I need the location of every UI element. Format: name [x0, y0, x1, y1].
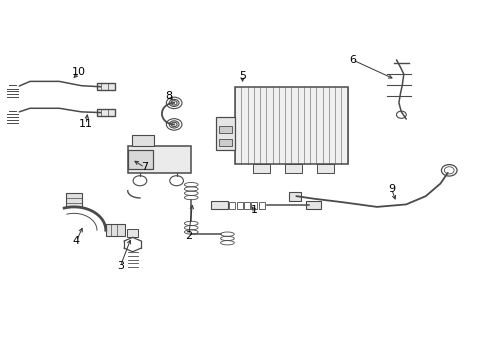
Bar: [219, 139, 232, 146]
Bar: [106, 225, 125, 236]
Text: 10: 10: [72, 67, 86, 77]
Text: 2: 2: [185, 231, 193, 240]
Text: 6: 6: [349, 55, 356, 65]
Bar: [97, 109, 115, 116]
Bar: [306, 201, 321, 210]
Bar: [132, 135, 154, 146]
Text: 3: 3: [117, 261, 124, 271]
Text: 5: 5: [239, 71, 246, 81]
Bar: [237, 202, 243, 209]
Bar: [289, 192, 301, 201]
Text: 8: 8: [166, 91, 173, 101]
Bar: [235, 87, 347, 164]
Bar: [251, 202, 257, 209]
Bar: [216, 117, 235, 149]
Bar: [317, 164, 334, 173]
Text: 7: 7: [141, 162, 148, 172]
Bar: [127, 229, 139, 237]
Text: 9: 9: [388, 184, 395, 194]
Bar: [128, 149, 153, 169]
Bar: [253, 164, 270, 173]
Bar: [211, 201, 228, 210]
Bar: [229, 202, 235, 209]
Text: 4: 4: [73, 236, 80, 246]
Bar: [66, 193, 82, 207]
Bar: [244, 202, 250, 209]
Text: 1: 1: [251, 206, 258, 216]
Bar: [285, 164, 302, 173]
Text: 11: 11: [79, 120, 93, 129]
Bar: [259, 202, 265, 209]
Bar: [128, 146, 191, 173]
Bar: [219, 126, 232, 134]
Bar: [97, 83, 115, 90]
